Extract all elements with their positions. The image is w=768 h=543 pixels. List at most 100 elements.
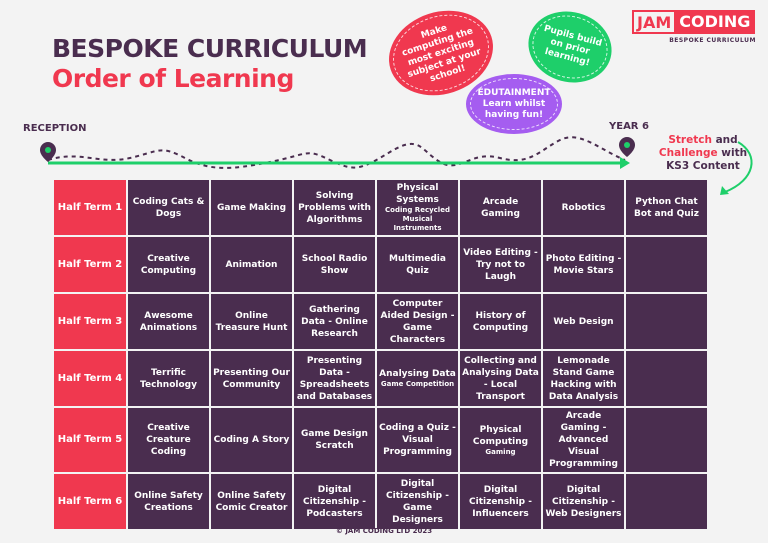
page-subtitle: Order of Learning <box>52 64 294 93</box>
topic-cell: Terrific Technology <box>126 349 211 408</box>
topic-title: Presenting Our Community <box>213 367 290 390</box>
topic-title: Python Chat Bot and Quiz <box>634 196 699 219</box>
curved-arrow <box>724 141 753 193</box>
topic-title: Game Design Scratch <box>301 429 368 451</box>
topic-cell: Python Chat Bot and Quiz <box>624 178 709 237</box>
topic-cell <box>624 235 709 294</box>
logo-tagline: BESPOKE CURRICULUM <box>669 37 756 44</box>
table-row: Half Term 5 Creative Creature Coding Codin… <box>52 406 709 474</box>
half-term-label: Half Term 6 <box>52 472 128 531</box>
topic-title: Analysing Data <box>379 369 456 379</box>
topic-cell: Physical Computing Gaming <box>458 406 543 474</box>
logo-jam: JAM <box>632 10 675 34</box>
topic-cell: Presenting Our Community <box>209 349 294 408</box>
topic-cell: Robotics <box>541 178 626 237</box>
topic-title: Web Design <box>553 316 614 327</box>
arrow-head <box>620 157 630 169</box>
table-row: Half Term 1 Coding Cats & Dogs Game Making… <box>52 178 709 237</box>
topic-cell: Creative Creature Coding <box>126 406 211 474</box>
stretch-word: KS3 Content <box>666 160 740 172</box>
topic-title: Creative Computing <box>140 253 197 276</box>
half-term-label: Half Term 1 <box>52 178 128 237</box>
topic-title: Physical Systems <box>396 183 439 205</box>
topic-title: Coding Cats & Dogs <box>132 196 205 219</box>
topic-cell: Physical Systems Coding Recycled Musical … <box>375 178 460 237</box>
topic-cell: Computer Aided Design - Game Characters <box>375 292 460 351</box>
dotted-path <box>47 136 626 169</box>
topic-cell <box>624 292 709 351</box>
topic-cell: Online Treasure Hunt <box>209 292 294 351</box>
topic-cell: Game Making <box>209 178 294 237</box>
topic-title: Physical Computing <box>472 424 529 447</box>
topic-cell: Game Design Scratch <box>292 406 377 474</box>
topic-title: Digital Citizenship - Game Designers <box>386 478 449 525</box>
stretch-challenge-note: Stretch and Challenge with KS3 Content <box>648 134 758 173</box>
logo-coding: CODING <box>674 10 756 34</box>
topic-cell: Coding Cats & Dogs <box>126 178 211 237</box>
topic-cell: Digital Citizenship - Influencers <box>458 472 543 531</box>
map-pin-icon <box>619 137 635 157</box>
topic-cell: History of Computing <box>458 292 543 351</box>
topic-cell: Awesome Animations <box>126 292 211 351</box>
speech-bubble-purple: EDUTAINMENT Learn whilst having fun! <box>466 74 562 134</box>
topic-cell: Video Editing - Try not to Laugh <box>458 235 543 294</box>
topic-title: Digital Citizenship - Web Designers <box>545 484 622 519</box>
jam-coding-logo: JAM CODING BESPOKE CURRICULUM <box>632 10 756 44</box>
topic-title: Arcade Gaming - Advanced Visual Programm… <box>549 411 618 469</box>
topic-title: Presenting Data - Spreadsheets and Datab… <box>296 355 373 402</box>
curriculum-table: Half Term 1 Coding Cats & Dogs Game Making… <box>52 178 709 531</box>
topic-cell: Animation <box>209 235 294 294</box>
stretch-word: Stretch <box>668 134 712 146</box>
topic-title: Robotics <box>561 202 606 213</box>
topic-subtitle: Gaming <box>485 447 516 456</box>
topic-title: Solving Problems with Algorithms <box>298 190 371 225</box>
stretch-word: Challenge <box>658 147 718 159</box>
topic-title: Multimedia Quiz <box>389 253 446 276</box>
timeline <box>40 136 753 195</box>
topic-cell: Online Safety Comic Creator <box>209 472 294 531</box>
half-term-label: Half Term 3 <box>52 292 128 351</box>
topic-title: Coding a Quiz - Visual Programming <box>379 423 456 457</box>
topic-title: Online Safety Creations <box>134 490 203 513</box>
topic-title: Game Making <box>216 202 287 213</box>
map-pin-icon <box>40 142 56 162</box>
footer-copyright: © JAM CODING LTD 2023 <box>335 527 433 535</box>
topic-title: Video Editing - Try not to Laugh <box>463 247 538 282</box>
topic-title: History of Computing <box>472 310 529 333</box>
topic-title: Creative Creature Coding <box>146 423 191 457</box>
topic-cell: Digital Citizenship - Web Designers <box>541 472 626 531</box>
topic-title: Online Safety Comic Creator <box>215 490 288 513</box>
topic-cell: Coding a Quiz - Visual Programming <box>375 406 460 474</box>
table-row: Half Term 6 Online Safety Creations Online… <box>52 472 709 531</box>
topic-cell <box>624 349 709 408</box>
topic-title: Lemonade Stand Game Hacking with Data An… <box>548 355 619 402</box>
table-row: Half Term 2 Creative Computing Animation Sc… <box>52 235 709 294</box>
topic-cell: Digital Citizenship - Game Designers <box>375 472 460 531</box>
topic-title: Collecting and Analysing Data - Local Tr… <box>462 355 539 402</box>
timeline-end-label: YEAR 6 <box>609 121 649 132</box>
topic-cell: Photo Editing - Movie Stars <box>541 235 626 294</box>
topic-title: Arcade Gaming <box>481 196 520 219</box>
topic-title: School Radio Show <box>301 253 368 276</box>
table-row: Half Term 4 Terrific Technology Presenting… <box>52 349 709 408</box>
topic-title: Computer Aided Design - Game Characters <box>380 298 455 345</box>
topic-cell: Digital Citizenship - Podcasters <box>292 472 377 531</box>
topic-title: Terrific Technology <box>140 367 197 390</box>
topic-cell: Arcade Gaming <box>458 178 543 237</box>
topic-cell: School Radio Show <box>292 235 377 294</box>
topic-title: Digital Citizenship - Podcasters <box>303 484 366 519</box>
topic-cell: Solving Problems with Algorithms <box>292 178 377 237</box>
topic-cell <box>624 406 709 474</box>
topic-cell: Analysing Data Game Competition <box>375 349 460 408</box>
topic-title: Animation <box>225 259 278 270</box>
topic-cell: Creative Computing <box>126 235 211 294</box>
topic-cell: Web Design <box>541 292 626 351</box>
topic-title: Digital Citizenship - Influencers <box>469 484 532 519</box>
stretch-word: and <box>711 134 738 146</box>
topic-cell: Online Safety Creations <box>126 472 211 531</box>
topic-title: Online Treasure Hunt <box>215 310 288 333</box>
topic-cell: Gathering Data - Online Research <box>292 292 377 351</box>
table-row: Half Term 3 Awesome Animations Online Trea… <box>52 292 709 351</box>
topic-title: Gathering Data - Online Research <box>301 304 368 339</box>
timeline-start-label: RECEPTION <box>23 123 87 134</box>
